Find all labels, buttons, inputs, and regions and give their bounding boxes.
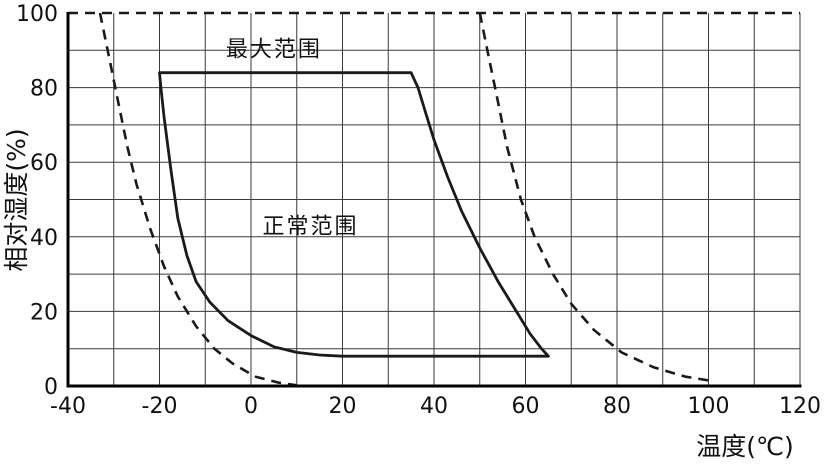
x-tick-label: 40 <box>420 394 448 419</box>
y-tick-label: 80 <box>30 77 58 102</box>
x-axis-label: 温度(℃) <box>696 432 794 461</box>
y-tick-label: 60 <box>30 151 58 176</box>
max-range-boundary <box>68 11 800 387</box>
max-range-right-curve <box>478 12 709 382</box>
region-label: 正常范围 <box>262 215 358 240</box>
y-tick-label: 100 <box>16 2 58 27</box>
normal-range-boundary <box>158 71 550 358</box>
max-range-left-curve <box>98 12 297 387</box>
region-label: 最大范围 <box>226 37 322 62</box>
grid <box>67 13 801 387</box>
x-tick-label: 100 <box>688 394 730 419</box>
axes <box>66 12 802 388</box>
x-tick-label: -20 <box>142 394 178 419</box>
y-axis-label: 相对湿度(%) <box>2 128 31 271</box>
y-tick-label: 0 <box>44 375 58 400</box>
y-tick-label: 40 <box>30 226 58 251</box>
x-tick-label: 80 <box>603 394 631 419</box>
y-tick-label: 20 <box>30 300 58 325</box>
x-tick-label: 120 <box>779 394 821 419</box>
x-tick-label: 0 <box>244 394 258 419</box>
x-tick-label: 20 <box>329 394 357 419</box>
x-tick-label: 60 <box>512 394 540 419</box>
x-tick-label: -40 <box>50 394 86 419</box>
